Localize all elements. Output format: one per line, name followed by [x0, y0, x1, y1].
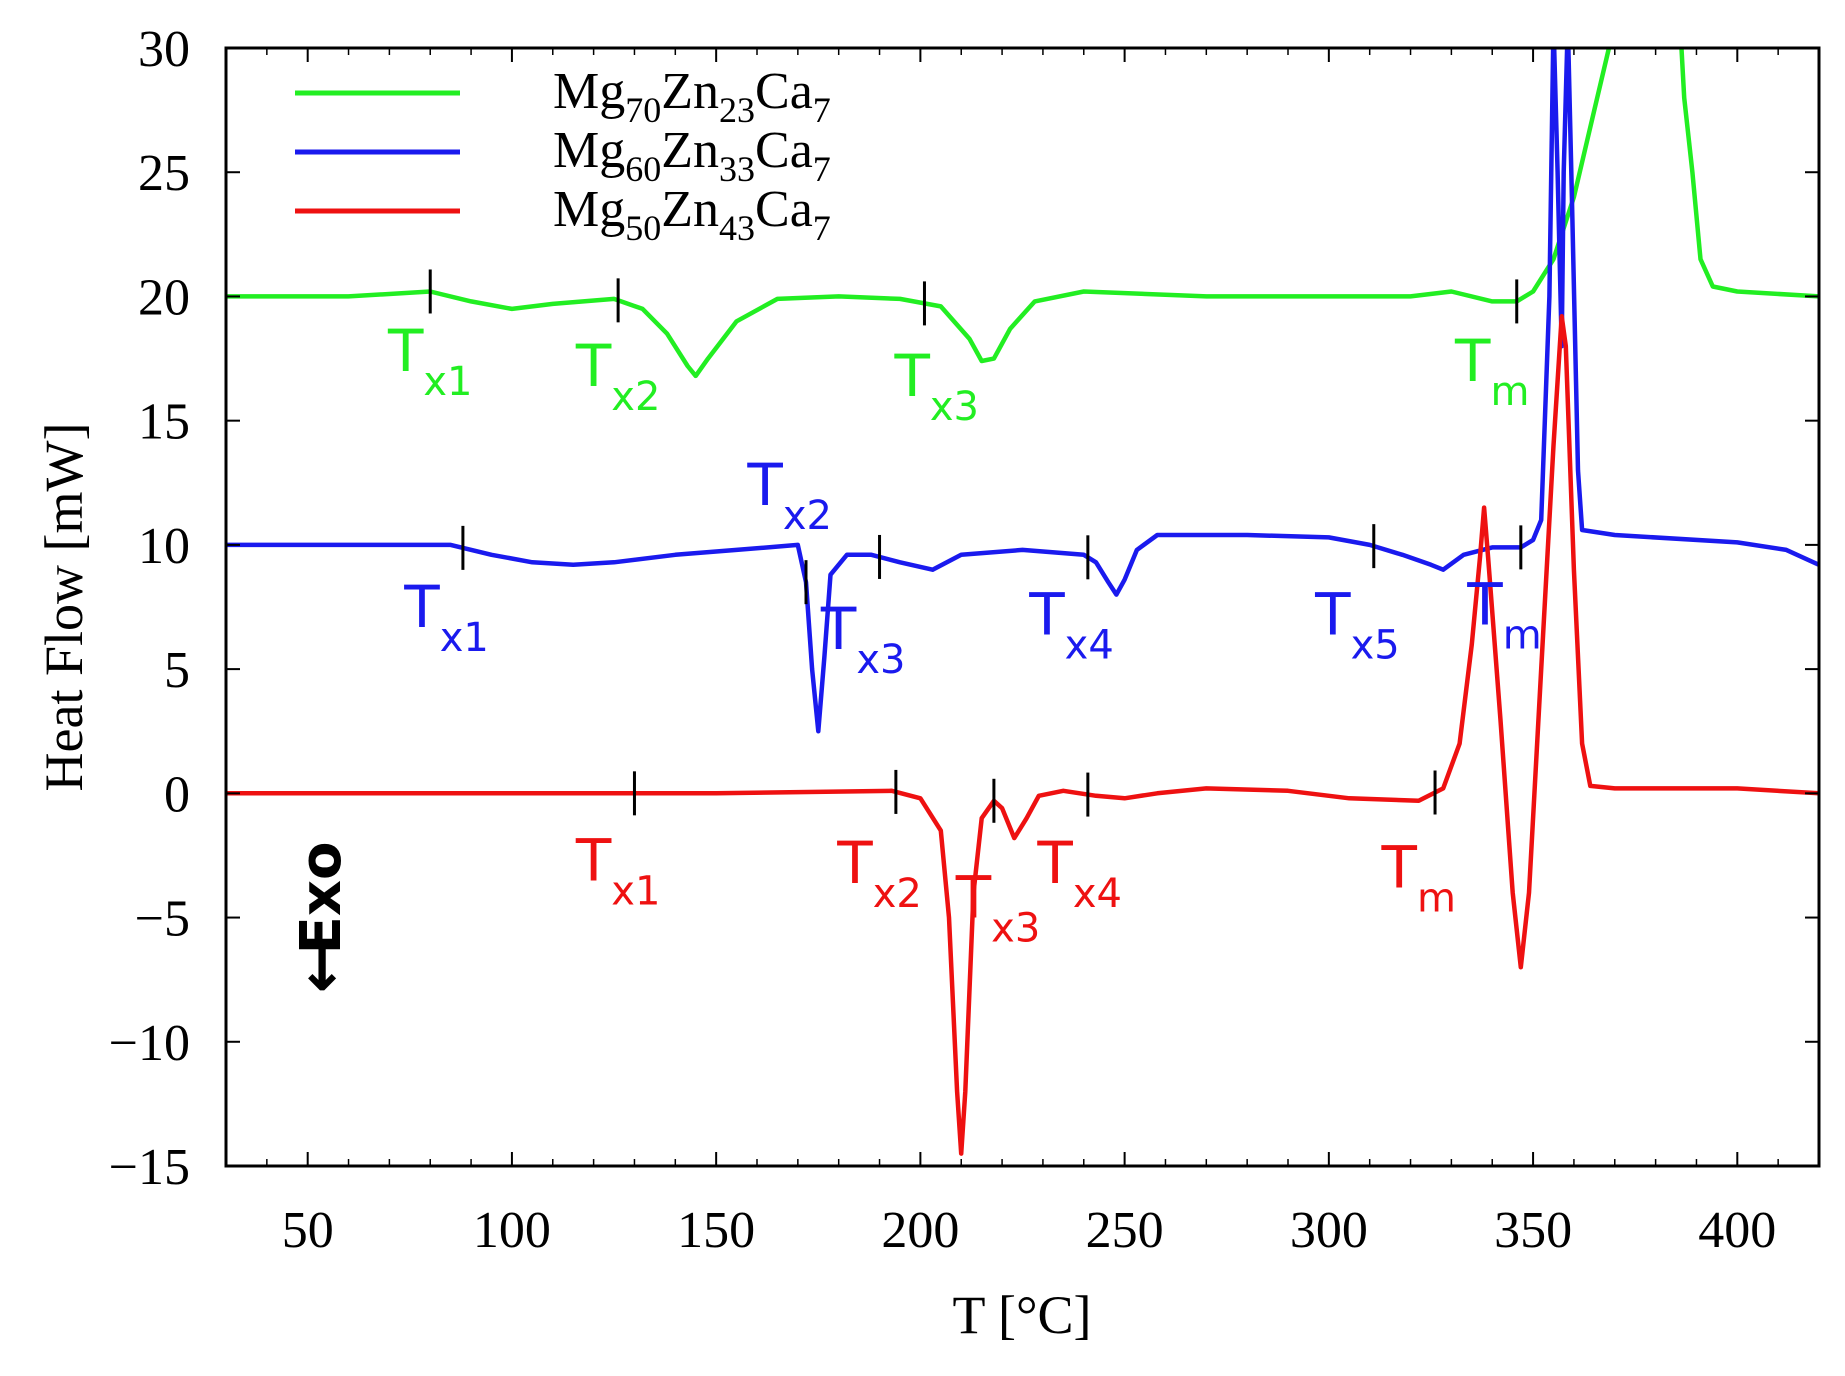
x-axis-label: T [°C] — [952, 1285, 1091, 1345]
transition-label: Tx2 — [746, 451, 832, 539]
legend: Mg70Zn23Ca7 Mg60Zn33Ca7 Mg50Zn43Ca7 — [295, 63, 831, 248]
x-tick-label: 350 — [1494, 1202, 1572, 1259]
y-tick-label: −10 — [109, 1015, 190, 1072]
y-tick-label: 0 — [164, 766, 190, 823]
y-tick-label: 20 — [138, 269, 190, 326]
y-tick-label: 5 — [164, 642, 190, 699]
transition-label: Tm — [1381, 834, 1456, 922]
exo-indicator: ↓ — [296, 932, 348, 1005]
transition-label: Tx2 — [575, 332, 661, 420]
y-tick-label: −15 — [109, 1139, 190, 1196]
x-tick-label: 300 — [1290, 1202, 1368, 1259]
transition-label: Tx2 — [836, 829, 922, 917]
plot-frame — [224, 46, 1821, 1168]
legend-label-mg50: Mg50Zn43Ca7 — [553, 181, 831, 248]
x-tick-label: 200 — [881, 1202, 959, 1259]
transition-label: Tx5 — [1314, 580, 1400, 668]
series-line-50 — [226, 314, 1819, 1156]
transition-label: Tx3 — [955, 864, 1041, 952]
x-tick-label: 100 — [473, 1202, 551, 1259]
x-tick-label: 50 — [282, 1202, 334, 1259]
x-tick-label: 250 — [1086, 1202, 1164, 1259]
series-layer — [226, 48, 1819, 1156]
transition-label: Tx3 — [893, 342, 979, 430]
y-tick-label: 10 — [138, 518, 190, 575]
transition-label: Tx1 — [575, 826, 661, 914]
exo-arrow-icon: ↓ — [296, 932, 348, 1005]
transition-label: Tm — [1466, 570, 1541, 658]
x-tick-label: 400 — [1698, 1202, 1776, 1259]
legend-item-mg70: Mg70Zn23Ca7 — [295, 63, 831, 130]
legend-item-mg50: Mg50Zn43Ca7 — [295, 181, 831, 248]
x-tick-label: 150 — [677, 1202, 755, 1259]
series-line-70 — [226, 48, 1819, 379]
y-tick-label: 15 — [138, 394, 190, 451]
tick-layer: 50 100 150 200 250 300 350 400302520151050−5−10… — [109, 21, 1820, 1259]
legend-label-mg70: Mg70Zn23Ca7 — [553, 63, 831, 130]
transition-label: Tx4 — [1036, 829, 1122, 917]
legend-item-mg60: Mg60Zn33Ca7 — [295, 122, 831, 189]
y-tick-label: 30 — [138, 21, 190, 78]
series-line-60 — [226, 48, 1819, 734]
legend-label-mg60: Mg60Zn33Ca7 — [553, 122, 831, 189]
transition-label: Tx4 — [1028, 580, 1114, 668]
transition-label: Tx1 — [403, 573, 489, 661]
y-tick-label: 25 — [138, 145, 190, 202]
transition-label: Tx1 — [387, 317, 473, 405]
transition-label: Tm — [1454, 327, 1529, 415]
y-axis-label: Heat Flow [mW] — [34, 423, 94, 792]
exo-label: Exo — [289, 842, 354, 955]
transition-label: Tx3 — [820, 595, 906, 683]
y-tick-label: −5 — [135, 891, 190, 948]
